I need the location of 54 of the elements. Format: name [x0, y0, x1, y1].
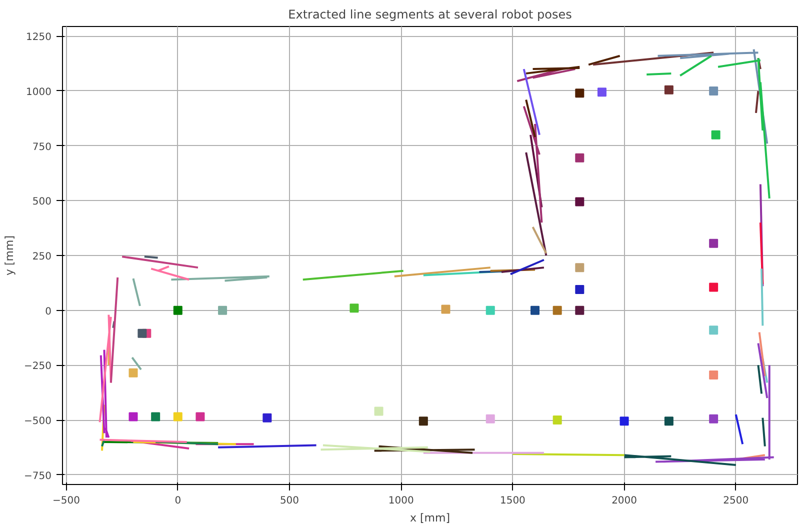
point — [664, 416, 674, 426]
x-tick-label: 2000 — [612, 496, 638, 506]
point — [709, 282, 718, 292]
point — [173, 306, 182, 315]
point — [620, 416, 629, 426]
y-tick-label: −500 — [24, 416, 52, 428]
x-tick-label: 2500 — [723, 496, 749, 506]
point — [575, 263, 584, 272]
point — [374, 406, 384, 416]
point — [575, 285, 584, 294]
y-tick-label: 1250 — [26, 32, 52, 44]
point — [709, 370, 718, 380]
point — [138, 328, 147, 338]
point — [552, 306, 562, 315]
x-tick-label: 500 — [280, 496, 300, 506]
point — [709, 86, 718, 96]
point — [350, 304, 359, 313]
y-tick-label: −250 — [24, 361, 52, 372]
point — [575, 88, 584, 98]
y-tick-label: 500 — [32, 196, 52, 208]
y-tick-label: 250 — [32, 252, 52, 262]
point — [418, 416, 428, 426]
y-tick-label: 0 — [45, 306, 52, 318]
point — [262, 413, 272, 422]
x-axis-title: x [mm] — [410, 512, 450, 524]
point — [709, 414, 718, 424]
x-tick-label: 1000 — [388, 496, 414, 506]
x-tick-label: −500 — [52, 496, 80, 506]
y-tick-label: 750 — [32, 142, 52, 153]
point — [486, 414, 495, 424]
chart-title: Extracted line segments at several robot poses — [288, 8, 572, 22]
point — [575, 197, 584, 206]
point — [151, 412, 160, 422]
point — [173, 412, 182, 422]
y-tick-label: −750 — [24, 470, 52, 482]
point — [552, 416, 562, 425]
point — [597, 88, 606, 97]
point — [709, 326, 718, 335]
point — [196, 412, 205, 422]
point — [664, 85, 674, 94]
point — [530, 306, 540, 315]
point — [575, 306, 584, 315]
point — [711, 130, 720, 140]
point — [709, 238, 718, 248]
x-tick-label: 1500 — [500, 496, 526, 506]
point — [441, 304, 450, 314]
point — [575, 153, 584, 162]
point — [128, 368, 138, 378]
x-tick-label: 0 — [174, 496, 182, 506]
point — [486, 306, 495, 315]
point — [218, 306, 228, 315]
y-axis-title: y [mm] — [3, 235, 16, 276]
y-tick-label: 1000 — [26, 86, 52, 98]
point — [128, 412, 138, 422]
